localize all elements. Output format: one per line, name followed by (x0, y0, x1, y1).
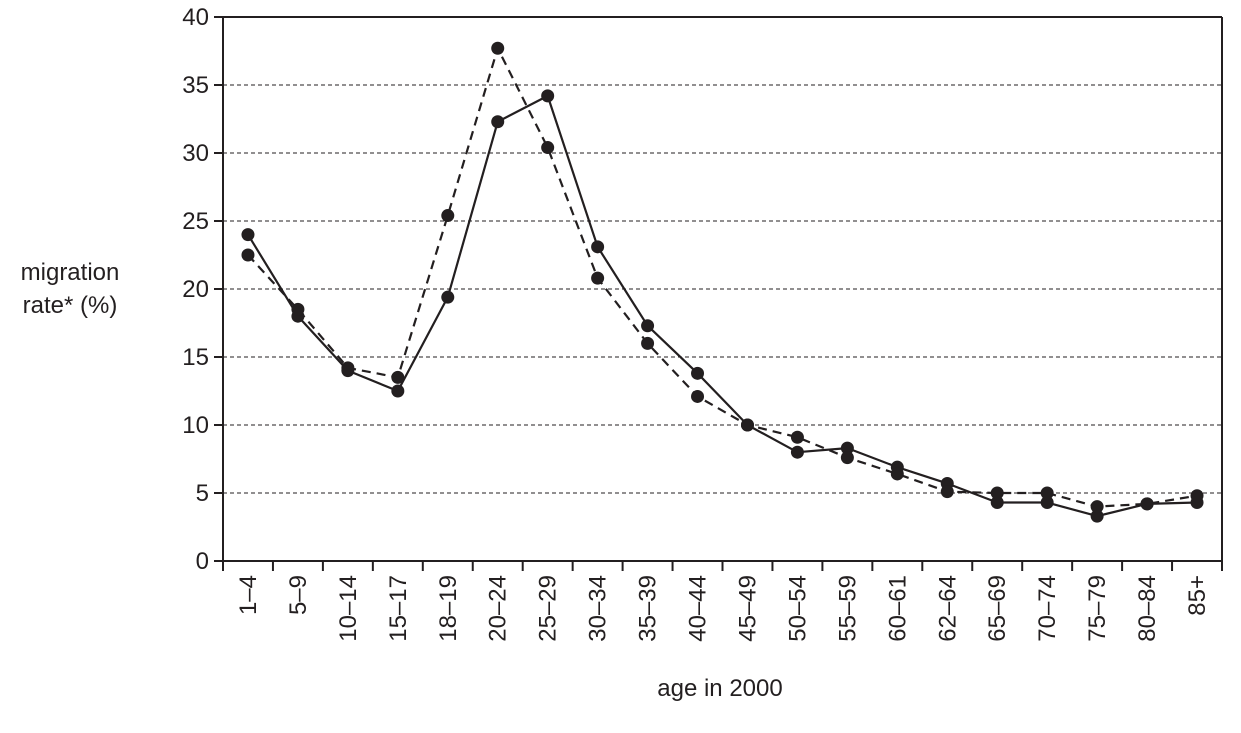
y-ticks: 0 5 10 15 20 25 30 35 40 (182, 4, 223, 575)
data-point (241, 248, 255, 262)
data-point (890, 467, 904, 481)
data-point (541, 141, 555, 155)
data-point (641, 319, 655, 333)
data-point (1090, 509, 1104, 523)
x-tick-label: 65–69 (984, 575, 1011, 642)
series-layer (241, 41, 1204, 523)
x-tick-label: 50–54 (784, 575, 811, 642)
data-point (441, 290, 455, 304)
series-line-dashed (247, 47, 1198, 508)
data-point (990, 496, 1004, 510)
series-solid (241, 89, 1204, 523)
x-tick-label: 10–14 (335, 575, 362, 642)
y-tick-label: 40 (182, 4, 209, 31)
data-point (591, 271, 605, 285)
x-tick-label: 1–4 (235, 575, 262, 615)
y-axis-title-line-2: rate* (%) (23, 292, 118, 319)
x-tick-label: 5–9 (285, 575, 312, 615)
data-point (641, 336, 655, 350)
x-tick-label: 62–64 (934, 575, 961, 642)
y-tick-label: 25 (182, 208, 209, 235)
x-ticks: 1–4 5–9 10–14 15–17 18–19 20–24 25–29 30–34 35–3… (222, 561, 1223, 642)
data-point (740, 418, 754, 432)
data-point (491, 41, 505, 55)
x-tick-label: 45–49 (734, 575, 761, 642)
y-tick-label: 35 (182, 72, 209, 99)
data-point (1090, 500, 1104, 514)
data-point (441, 209, 455, 223)
data-point (391, 370, 405, 384)
data-point (790, 430, 804, 444)
x-tick-label: 70–74 (1034, 575, 1061, 642)
x-tick-label: 55–59 (834, 575, 861, 642)
data-point (341, 361, 355, 375)
data-point (691, 366, 705, 380)
x-tick-label: 75–79 (1084, 575, 1111, 642)
data-point (1190, 489, 1204, 503)
data-point (591, 240, 605, 254)
data-point (990, 486, 1004, 500)
x-tick-label: 25–29 (535, 575, 562, 642)
data-point (691, 389, 705, 403)
y-tick-label: 0 (196, 548, 209, 575)
x-tick-label: 18–19 (435, 575, 462, 642)
data-point (840, 451, 854, 465)
x-tick-label: 20–24 (485, 575, 512, 642)
data-point (291, 302, 305, 316)
data-point (790, 445, 804, 459)
y-axis-title-line-1: migration (21, 259, 120, 286)
data-point (491, 115, 505, 129)
series-dashed (241, 41, 1204, 514)
data-point (1040, 496, 1054, 510)
x-tick-label: 80–84 (1134, 575, 1161, 642)
x-tick-label: 85+ (1184, 575, 1211, 616)
x-tick-label: 40–44 (685, 575, 712, 642)
data-point (840, 441, 854, 455)
data-point (1040, 486, 1054, 500)
x-tick-label: 60–61 (884, 575, 911, 642)
gridlines (223, 84, 1222, 494)
data-point (940, 485, 954, 499)
y-tick-label: 10 (182, 412, 209, 439)
x-tick-label: 30–34 (585, 575, 612, 642)
x-tick-label: 15–17 (385, 575, 412, 642)
series-line-solid (247, 94, 1198, 518)
y-tick-label: 15 (182, 344, 209, 371)
data-point (541, 89, 555, 103)
y-tick-label: 30 (182, 140, 209, 167)
data-point (1140, 497, 1154, 511)
y-tick-label: 5 (196, 480, 209, 507)
y-tick-label: 20 (182, 276, 209, 303)
x-tick-label: 35–39 (635, 575, 662, 642)
x-axis-title: age in 2000 (657, 675, 782, 702)
data-point (241, 228, 255, 242)
data-point (391, 384, 405, 398)
